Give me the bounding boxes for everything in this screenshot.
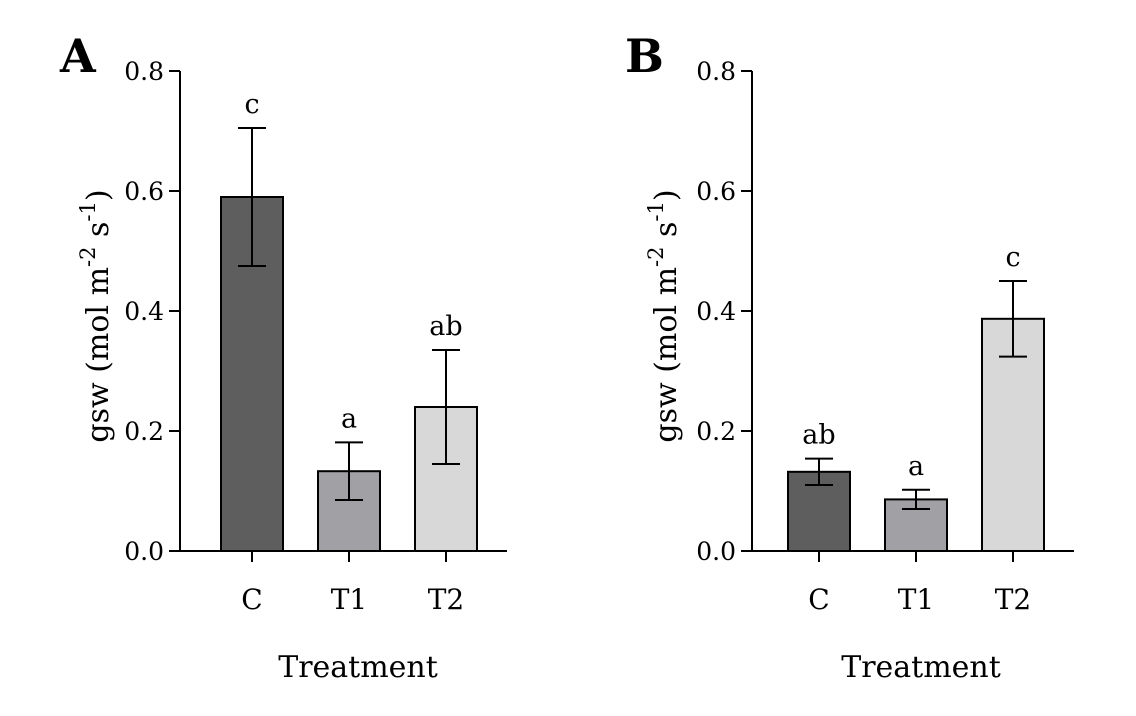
x-tick-label: T2	[428, 583, 465, 616]
significance-letter: a	[341, 403, 357, 434]
significance-letter: ab	[429, 311, 462, 342]
x-tick-label: T2	[995, 583, 1032, 616]
y-tick-label: 0.0	[124, 537, 164, 566]
y-tick-label: 0.2	[124, 417, 164, 446]
significance-letter: c	[1005, 242, 1020, 273]
error-bar	[238, 127, 266, 267]
error-bar	[432, 349, 460, 465]
y-tick-label: 0.0	[696, 537, 736, 566]
significance-letter: ab	[802, 420, 835, 451]
y-tick-label: 0.2	[696, 417, 736, 446]
x-tick-label: T1	[331, 583, 368, 616]
y-tick-label: 0.8	[696, 57, 736, 86]
y-axis-title: gsw (mol m-2 s-1)	[644, 189, 684, 442]
error-bar	[902, 488, 930, 510]
error-bar	[335, 441, 363, 501]
y-tick-label: 0.4	[124, 297, 164, 326]
y-tick-label: 0.4	[696, 297, 736, 326]
y-tick-label: 0.8	[124, 57, 164, 86]
panel-b: B 0.0 0.2 0.4 0.6 0.8 Cab T1 a T2 c Treatment gsw (m…	[625, 29, 1074, 685]
significance-letter: a	[908, 451, 924, 482]
panel-letter: A	[59, 29, 97, 83]
panel-letter: B	[625, 29, 664, 83]
significance-letter: c	[244, 89, 259, 120]
x-tick-label: T1	[898, 583, 935, 616]
y-tick-label: 0.6	[124, 177, 164, 206]
x-axis-title: Treatment	[841, 650, 1001, 685]
y-tick-label: 0.6	[696, 177, 736, 206]
y-axis-title: gsw (mol m-2 s-1)	[76, 189, 116, 442]
error-bar	[805, 457, 833, 486]
x-axis-title: Treatment	[278, 650, 438, 685]
panel-a: A 0.0 0.2 0.4 0.6 0.8 Cc T1 a T2 ab Treatment gsw (m…	[59, 29, 507, 685]
x-tick-label: C	[808, 583, 829, 616]
error-bar	[999, 280, 1027, 358]
x-tick-label: C	[241, 583, 262, 616]
